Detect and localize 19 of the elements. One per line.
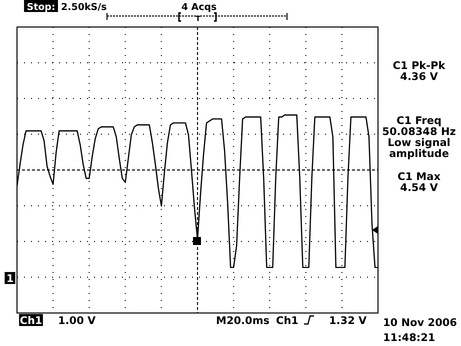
text: amplitude	[389, 148, 449, 160]
text: Stop:	[26, 2, 56, 13]
text: Low signal	[388, 137, 450, 149]
text: 4 Acqs	[181, 2, 218, 13]
text: M20.0ms	[216, 315, 270, 327]
text: 1.32 V	[329, 315, 368, 327]
text: 1.00 V	[58, 315, 97, 327]
text: C1 Pk-Pk	[392, 60, 446, 72]
text: Ch1	[20, 315, 42, 327]
text: 1	[6, 273, 14, 285]
text: 10 Nov 2006	[383, 317, 457, 329]
text: 2.50kS/s	[61, 2, 108, 13]
text: Ch1	[276, 315, 298, 327]
text: 4.54 V	[400, 182, 439, 194]
text: 50.08348 Hz	[382, 126, 456, 138]
text: C1 Freq	[396, 115, 442, 127]
text: 4.36 V	[400, 71, 439, 83]
text: C1 Max	[398, 171, 441, 183]
text: 11:48:21	[383, 332, 436, 344]
